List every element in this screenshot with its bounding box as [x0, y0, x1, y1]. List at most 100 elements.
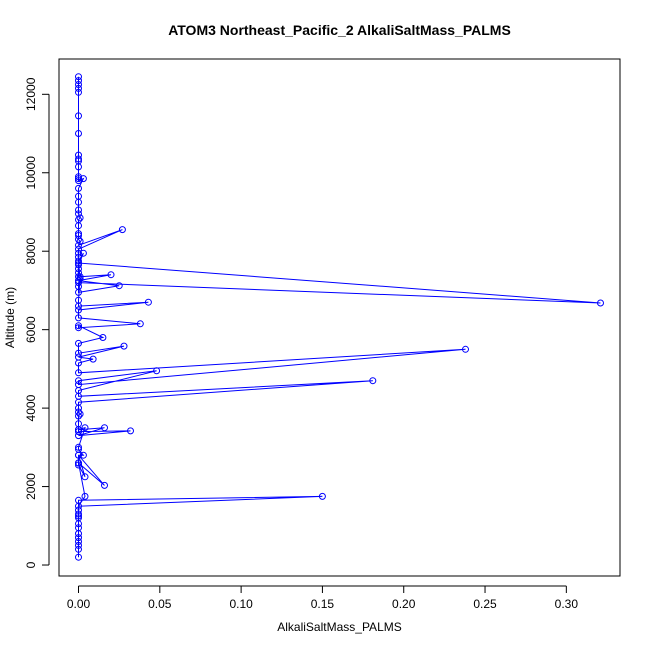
data-point [75, 175, 82, 183]
data-point [75, 73, 82, 81]
x-axis-label: AlkaliSaltMass_PALMS [277, 620, 402, 634]
data-point [75, 245, 82, 253]
x-tick-label: 0.30 [555, 597, 579, 611]
data-point [75, 184, 82, 192]
data-point [75, 241, 82, 249]
data-point [75, 261, 82, 269]
data-point [144, 298, 152, 306]
y-tick-label: 12000 [24, 77, 38, 111]
data-point [75, 130, 82, 137]
data-point [75, 288, 82, 296]
y-tick-label: 6000 [24, 316, 38, 343]
data-point [79, 175, 87, 183]
x-tick-label: 0.00 [67, 597, 91, 611]
data-point [75, 451, 82, 459]
data-point [76, 214, 84, 222]
x-tick-label: 0.15 [311, 597, 335, 611]
data-point [89, 355, 97, 363]
data-point [75, 541, 82, 549]
data-point [75, 249, 82, 257]
data-point [99, 334, 107, 341]
data-point [75, 369, 82, 377]
plot-frame [58, 58, 621, 577]
data-point [81, 492, 89, 500]
data-point [101, 481, 108, 489]
data-point [76, 237, 84, 245]
data-point [75, 426, 82, 434]
y-tick-label: 4000 [24, 394, 38, 421]
data-point [75, 314, 82, 322]
data-point [75, 222, 82, 230]
data-point [75, 359, 82, 367]
data-point [76, 275, 84, 283]
data-point [75, 538, 82, 545]
data-point [75, 512, 82, 520]
y-tick-label: 0 [24, 561, 38, 568]
data-point [136, 320, 144, 328]
y-axis-label: Altitude (m) [3, 287, 17, 348]
data-point [318, 492, 326, 500]
data-point [120, 342, 128, 350]
data-point [462, 345, 469, 353]
data-point [75, 534, 82, 542]
data-point [107, 271, 115, 279]
data-point [75, 349, 82, 357]
y-tick-label: 8000 [24, 238, 38, 265]
data-point [75, 112, 82, 120]
data-point [75, 520, 82, 528]
data-point [75, 496, 82, 504]
data-point [597, 299, 604, 307]
x-tick-label: 0.20 [392, 597, 416, 611]
data-point [75, 412, 82, 420]
data-point [81, 473, 89, 481]
data-point [75, 306, 82, 314]
data-point [75, 510, 82, 518]
data-point [75, 198, 82, 206]
data-point [75, 302, 82, 310]
x-tick-label: 0.25 [473, 597, 497, 611]
series-line [77, 76, 601, 558]
data-point [75, 461, 82, 469]
data-point [127, 427, 134, 435]
data-point [75, 77, 82, 85]
data-point [75, 377, 82, 385]
series-layer [75, 73, 604, 561]
data-point [75, 163, 82, 171]
data-point [153, 367, 161, 375]
data-point [75, 443, 82, 451]
x-tick-label: 0.10 [229, 597, 253, 611]
y-tick-label: 2000 [24, 473, 38, 500]
data-point [75, 257, 82, 265]
y-tick-label: 10000 [24, 156, 38, 190]
data-point [75, 277, 82, 285]
data-point [75, 459, 82, 467]
x-axis: 0.00 0.05 0.10 0.15 0.20 0.25 0.30 [67, 585, 579, 611]
data-point [101, 424, 108, 432]
data-point [75, 428, 82, 436]
data-point [75, 545, 82, 553]
data-point [76, 410, 84, 418]
chart-title: ATOM3 Northeast_Pacific_2 AlkaliSaltMass… [168, 22, 511, 38]
data-point [75, 553, 82, 561]
data-point [75, 81, 82, 88]
data-point [75, 259, 82, 267]
data-point [75, 88, 82, 96]
data-point [79, 249, 87, 257]
data-point [75, 206, 82, 214]
data-point [75, 322, 82, 330]
data-point [369, 377, 377, 385]
data-point [79, 451, 87, 459]
data-point [76, 273, 84, 281]
data-point [75, 324, 82, 332]
x-tick-label: 0.05 [148, 597, 172, 611]
data-point [75, 530, 82, 538]
data-point [75, 339, 82, 347]
data-point [75, 155, 82, 163]
data-point [75, 84, 82, 92]
data-point [75, 408, 82, 416]
data-point [115, 282, 123, 290]
y-axis: 0 2000 4000 6000 8000 10000 12000 [24, 77, 50, 568]
data-point [118, 226, 126, 234]
data-point [81, 424, 89, 432]
